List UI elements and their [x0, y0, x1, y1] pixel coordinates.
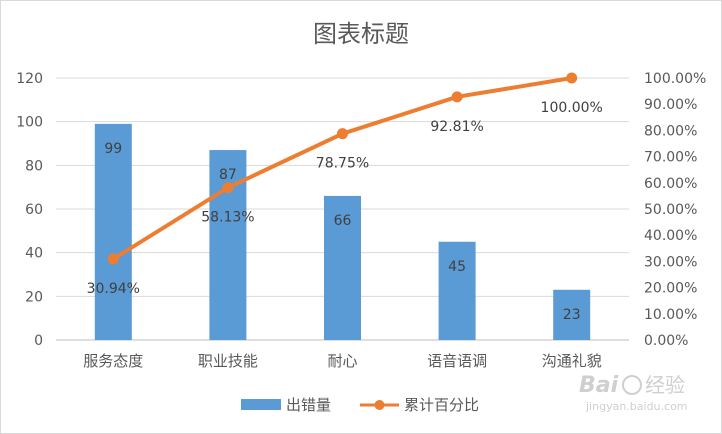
line-data-label: 92.81%	[430, 119, 483, 135]
line-point	[566, 72, 578, 84]
right-tick-label: 30.00%	[644, 254, 697, 270]
line-data-label: 30.94%	[87, 281, 140, 297]
bar-series	[94, 123, 591, 340]
line-data-label: 100.00%	[541, 100, 603, 116]
legend-label-line: 累计百分比	[404, 396, 479, 414]
watermark-url: jingyan.baidu.com	[585, 400, 688, 413]
right-tick-label: 60.00%	[644, 176, 697, 192]
line-data-label: 58.13%	[201, 210, 254, 226]
right-tick-label: 40.00%	[644, 228, 697, 244]
line-series	[107, 72, 578, 265]
right-tick-label: 90.00%	[644, 97, 697, 113]
line-data-labels: 30.94% 58.13% 78.75% 92.81% 100.00%	[87, 100, 603, 297]
line-point	[337, 128, 348, 140]
line-point	[451, 91, 463, 103]
right-tick-label: 100.00%	[644, 71, 706, 87]
category-label: 沟通礼貌	[542, 352, 602, 370]
line-point	[107, 253, 119, 265]
bar-data-label: 23	[563, 307, 581, 323]
chart-title: 图表标题	[313, 20, 409, 48]
right-tick-label: 50.00%	[644, 202, 697, 218]
left-tick-label: 60	[25, 202, 43, 218]
right-axis: 0.00% 10.00% 20.00% 30.00% 40.00% 50.00% 60.00…	[644, 71, 706, 349]
category-axis: 服务态度 职业技能 耐心 语音语调 沟通礼貌	[83, 352, 601, 370]
category-label: 耐心	[327, 352, 357, 370]
legend-swatch-bar	[241, 399, 281, 410]
line-point	[222, 182, 234, 194]
left-tick-label: 120	[16, 71, 43, 87]
left-tick-label: 40	[25, 246, 43, 262]
left-tick-label: 0	[34, 333, 43, 349]
right-tick-label: 10.00%	[644, 307, 697, 323]
bar-data-label: 99	[104, 141, 122, 157]
bar	[324, 195, 361, 340]
category-label: 职业技能	[198, 352, 258, 370]
paw-icon	[622, 375, 642, 395]
bar-data-label: 45	[448, 259, 466, 275]
right-tick-label: 0.00%	[644, 333, 688, 349]
bar-data-labels: 99 87 66 45 23	[104, 141, 580, 323]
left-tick-label: 20	[25, 289, 43, 305]
baidu-watermark: Bai 经验 jingyan.baidu.com	[579, 373, 688, 413]
legend-label-bar: 出错量	[286, 396, 331, 414]
category-label: 服务态度	[83, 352, 143, 370]
right-tick-label: 70.00%	[644, 150, 697, 166]
bar-data-label: 87	[219, 167, 237, 183]
line-data-label: 78.75%	[316, 156, 369, 172]
bar	[94, 123, 132, 340]
legend: 出错量 累计百分比	[241, 396, 479, 414]
bar	[553, 289, 591, 340]
bar-data-label: 66	[334, 213, 352, 229]
watermark-brand2: 经验	[645, 373, 685, 397]
bar	[438, 241, 476, 340]
right-tick-label: 80.00%	[644, 123, 697, 139]
right-tick-label: 20.00%	[644, 281, 697, 297]
legend-swatch-marker	[374, 400, 385, 410]
category-label: 语音语调	[427, 352, 487, 370]
left-tick-label: 80	[25, 158, 43, 174]
watermark-brand: Bai	[579, 373, 619, 398]
left-tick-label: 100	[16, 115, 43, 131]
left-axis: 0 20 40 60 80 100 120	[16, 71, 43, 349]
